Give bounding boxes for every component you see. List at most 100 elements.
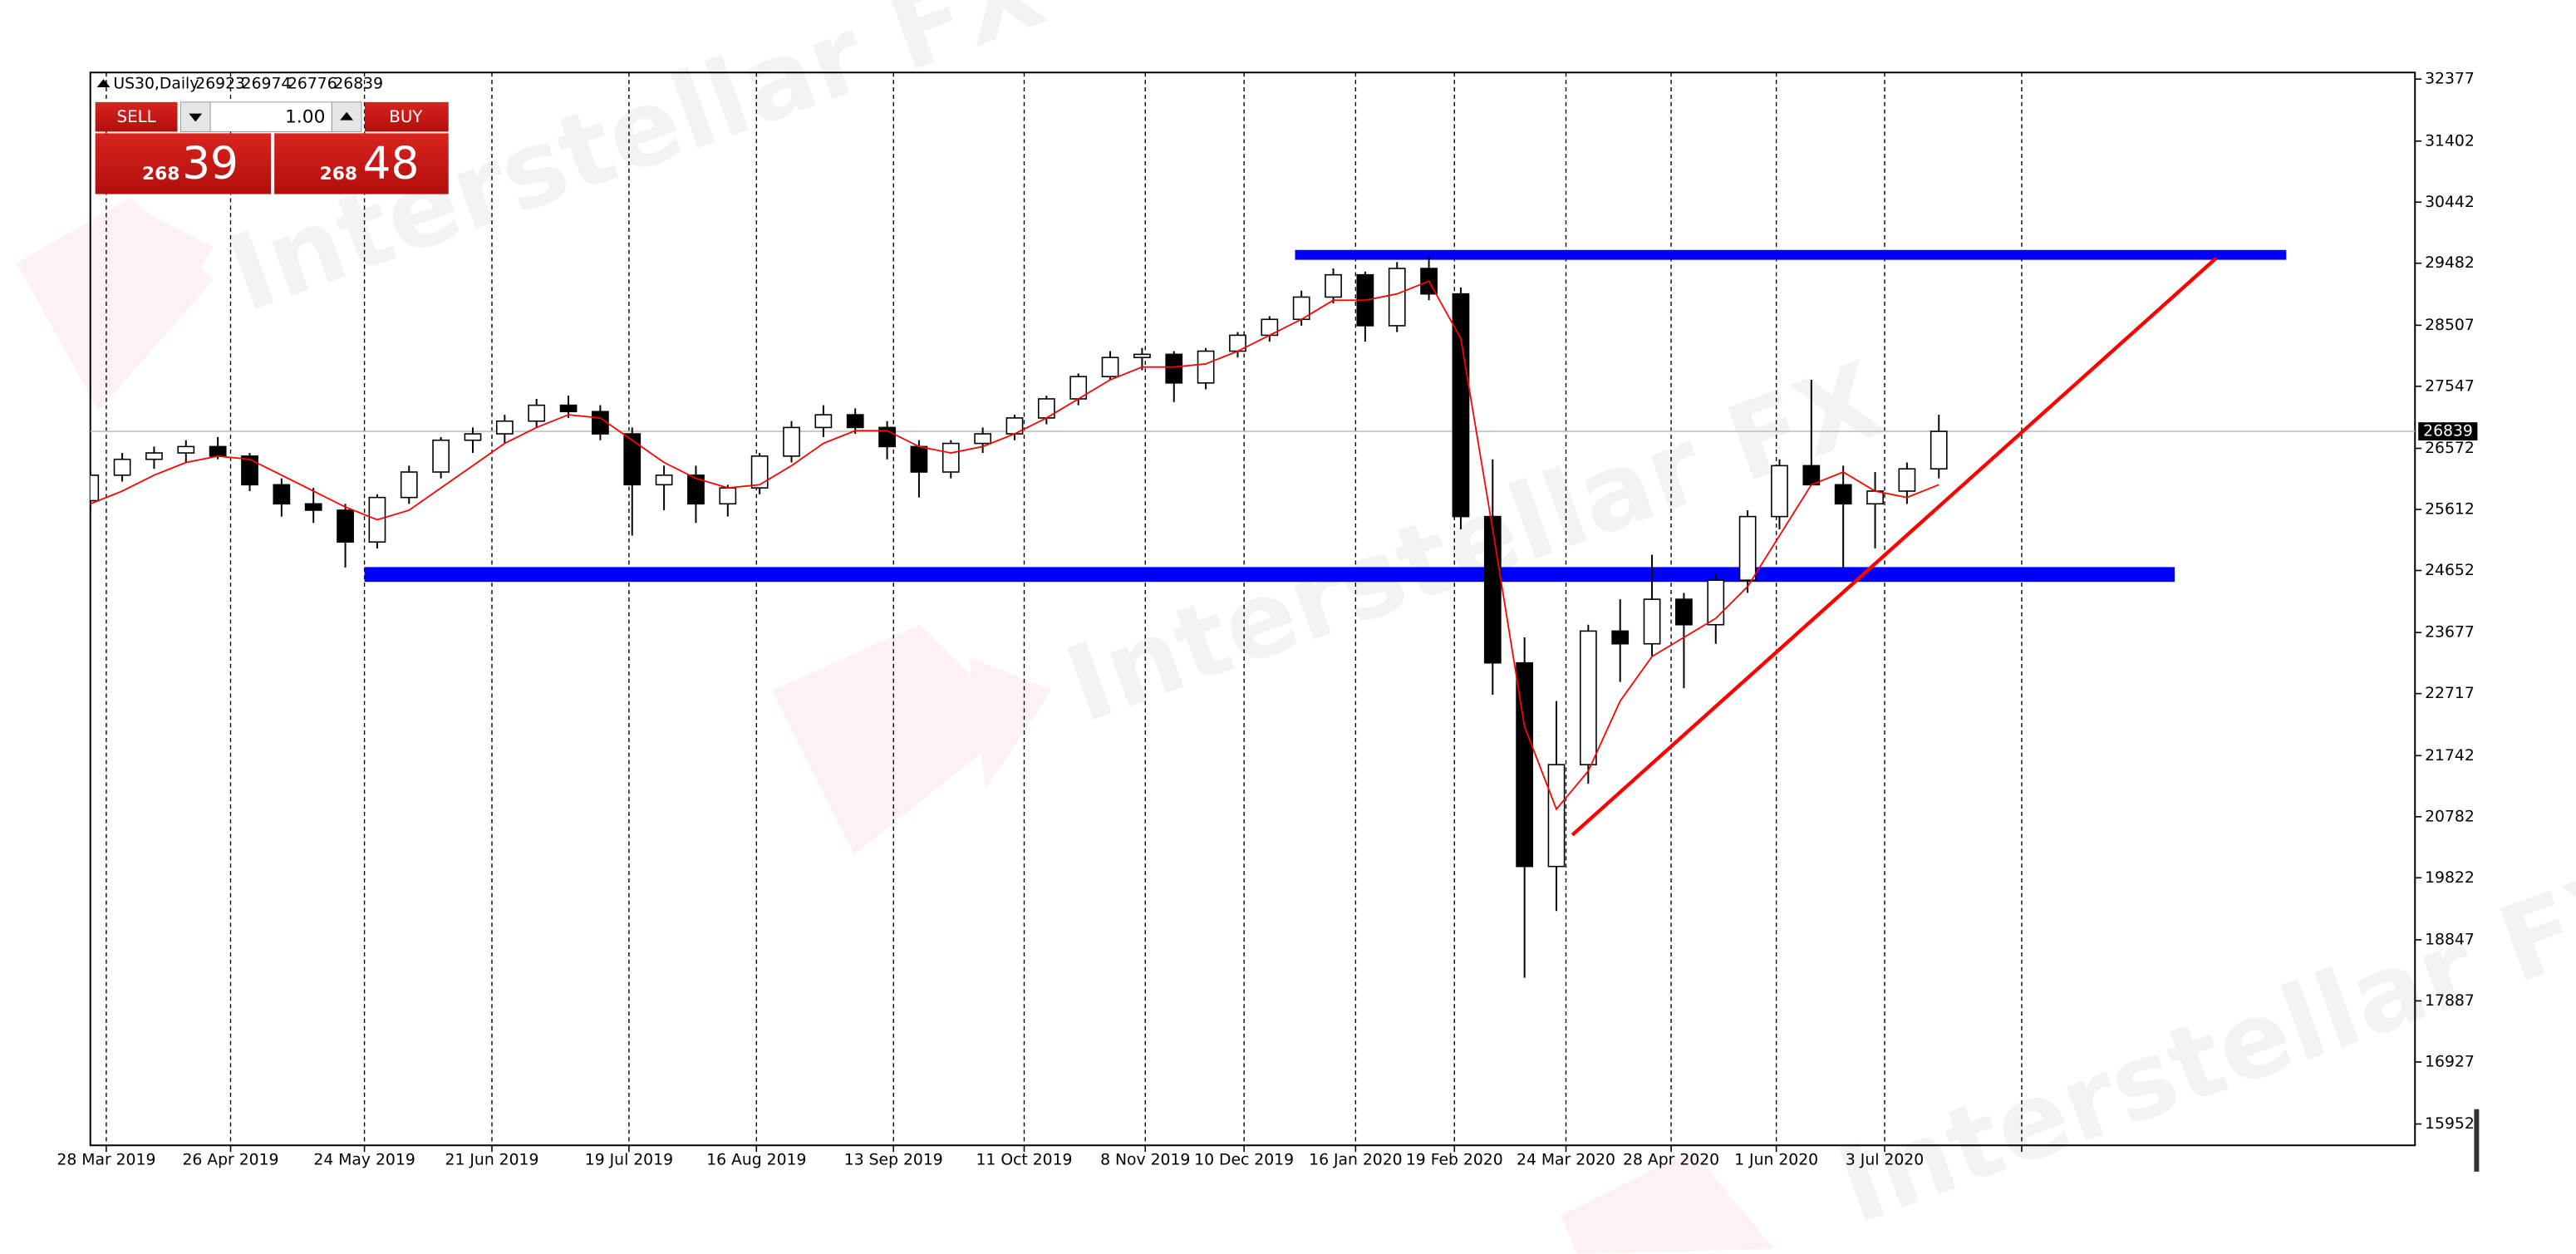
candle-body: [90, 475, 100, 502]
y-tick-label: 24652: [2425, 562, 2475, 579]
candle-body: [273, 484, 291, 505]
candle-body: [846, 414, 864, 429]
y-tick-label: 16927: [2425, 1053, 2475, 1070]
watermark-text: Interstellar FX: [1051, 339, 1897, 746]
watermark-logo: [772, 624, 1052, 855]
x-tick-label: 11 Oct 2019: [976, 1152, 1072, 1169]
x-tick-label: 16 Aug 2019: [706, 1152, 806, 1169]
scroll-marker: [2474, 1109, 2480, 1172]
candle-body: [113, 458, 131, 476]
candle-body: [941, 442, 960, 473]
x-tick-label: 24 May 2019: [313, 1152, 415, 1169]
ask-prefix: 268: [320, 164, 357, 184]
trade-panel: SELL 1.00 BUY 268 39 268 48: [95, 101, 449, 194]
x-tick-label: 16 Jan 2020: [1309, 1152, 1402, 1169]
candle-body: [814, 414, 833, 429]
candle-body: [464, 433, 482, 441]
candle-body: [1834, 484, 1852, 505]
dropdown-arrow: [189, 113, 203, 122]
candle-body: [974, 433, 992, 445]
header-open: 26923: [195, 76, 245, 93]
header-close: 26839: [333, 76, 383, 93]
y-tick-label: 15952: [2425, 1115, 2475, 1133]
x-tick-label: 13 Sep 2019: [844, 1152, 943, 1169]
y-tick-label: 20782: [2425, 808, 2475, 825]
y-tick-label: 25612: [2425, 501, 2475, 519]
x-tick-label: 28 Mar 2019: [57, 1152, 155, 1169]
candle-body: [687, 475, 705, 505]
ask-box[interactable]: [274, 133, 449, 194]
x-tick-label: 19 Jul 2019: [585, 1152, 673, 1169]
candle-body: [145, 452, 163, 460]
x-tick-label: 24 Mar 2020: [1517, 1152, 1615, 1169]
axis-layer: 32377 31402 30442 29482 28507 27547 26572 25612…: [57, 71, 2478, 1169]
plot-layer: [90, 249, 2416, 978]
candle-body: [1675, 598, 1693, 626]
volume-input[interactable]: [209, 101, 332, 132]
bid-prefix: 268: [142, 164, 179, 184]
x-tick-label: 8 Nov 2019: [1100, 1152, 1190, 1169]
candle-body: [177, 445, 195, 454]
buy-button[interactable]: [364, 101, 449, 132]
y-tick-label: 22717: [2425, 685, 2475, 702]
y-tick-label: 23677: [2425, 624, 2475, 642]
last-price-label: 26839: [2423, 423, 2473, 440]
x-tick-label: 3 Jul 2020: [1846, 1152, 1924, 1169]
x-tick-label: 26 Apr 2019: [182, 1152, 278, 1169]
moving-average: [90, 280, 1939, 811]
candle-body: [1516, 661, 1534, 868]
buy-label: BUY: [389, 107, 423, 126]
sell-button[interactable]: [95, 101, 178, 132]
candle-body: [1643, 598, 1661, 645]
watermark-logo: [16, 197, 214, 411]
trendline: [1571, 257, 2218, 837]
candle-body: [1165, 353, 1183, 384]
candle-body: [783, 426, 800, 457]
y-tick-label: 31402: [2425, 132, 2475, 150]
bid-suffix: 39: [182, 137, 238, 189]
y-tick-label: 27547: [2425, 377, 2475, 395]
chart-header: US30,Daily 26923 26974 26776 26839: [96, 76, 383, 93]
candle-body: [1866, 490, 1884, 505]
y-tick-label: 29482: [2425, 254, 2475, 272]
candle-body: [750, 455, 769, 489]
sell-label: SELL: [117, 107, 156, 126]
y-tick-label: 28507: [2425, 317, 2475, 334]
watermark-logo: [1561, 1150, 1775, 1254]
last-price-box: [2418, 422, 2478, 440]
candle-body: [1101, 357, 1119, 377]
plot-frame: [89, 71, 2416, 1147]
y-tick-label: 18847: [2425, 931, 2475, 948]
candle-body: [1452, 293, 1470, 518]
volume-value: 1.00: [285, 107, 325, 128]
candle-body: [910, 445, 928, 473]
y-tick-label: 17887: [2425, 992, 2475, 1010]
ask-suffix: 48: [363, 137, 420, 189]
candle-body: [400, 471, 418, 499]
candle-body: [719, 487, 737, 505]
candle-body: [1483, 515, 1502, 664]
watermark-text: Interstellar FX: [1823, 840, 2576, 1247]
header-high: 26974: [242, 76, 292, 93]
candle-body: [209, 445, 227, 457]
x-tick-label: 21 Jun 2019: [445, 1152, 539, 1169]
candle-body: [655, 475, 673, 486]
y-tick-label: 30442: [2425, 194, 2475, 211]
y-tick-label: 21742: [2425, 747, 2475, 765]
candle-body: [1388, 268, 1406, 327]
y-tick-label: 19822: [2425, 869, 2475, 887]
candle-body: [337, 509, 354, 543]
candle-body: [241, 455, 258, 486]
bid-box[interactable]: [95, 133, 272, 194]
candle-body: [304, 503, 322, 511]
support-resistance-zone: [1295, 249, 2287, 260]
y-tick-label: 26572: [2425, 440, 2475, 457]
support-resistance-zone: [364, 567, 2175, 583]
up-arrow: [340, 111, 354, 120]
chart-title: US30,Daily: [113, 76, 199, 93]
candle-body: [1197, 350, 1215, 384]
header-icon: [96, 79, 111, 88]
candle-body: [559, 404, 578, 413]
